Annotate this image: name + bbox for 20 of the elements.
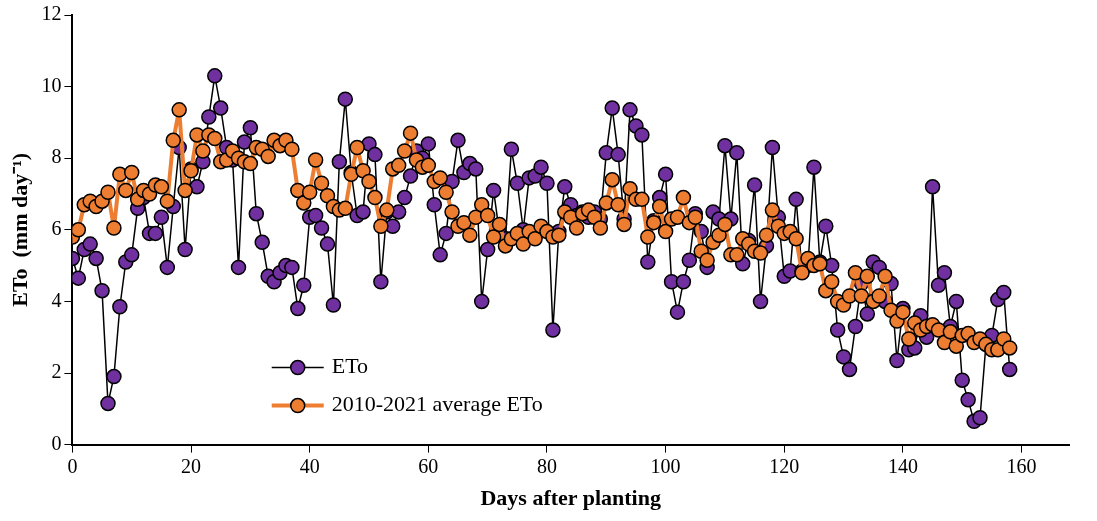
x-axis-title: Days after planting <box>480 485 661 511</box>
y-tick-label: 12 <box>41 2 62 25</box>
x-tick-label: 80 <box>536 454 557 477</box>
x-tick-label: 160 <box>1006 454 1037 477</box>
y-tick-label: 4 <box>51 288 62 311</box>
y-tick-label: 0 <box>51 431 62 454</box>
x-tick-label: 100 <box>650 454 681 477</box>
y-tick-label: 6 <box>51 217 62 240</box>
y-tick-label: 2 <box>51 360 62 383</box>
legend-label: 2010-2021 average ETo <box>331 391 543 417</box>
y-axis-title: ETo (mm day⁻¹) <box>6 152 32 307</box>
x-tick-label: 140 <box>887 454 918 477</box>
legend-label: ETo <box>331 353 369 379</box>
x-tick-label: 40 <box>299 454 320 477</box>
y-tick-label: 10 <box>41 73 62 96</box>
y-tick-label: 8 <box>51 145 62 168</box>
x-tick-label: 20 <box>181 454 202 477</box>
x-tick-label: 120 <box>769 454 800 477</box>
x-tick-label: 60 <box>418 454 439 477</box>
x-tick-label: 0 <box>67 454 78 477</box>
